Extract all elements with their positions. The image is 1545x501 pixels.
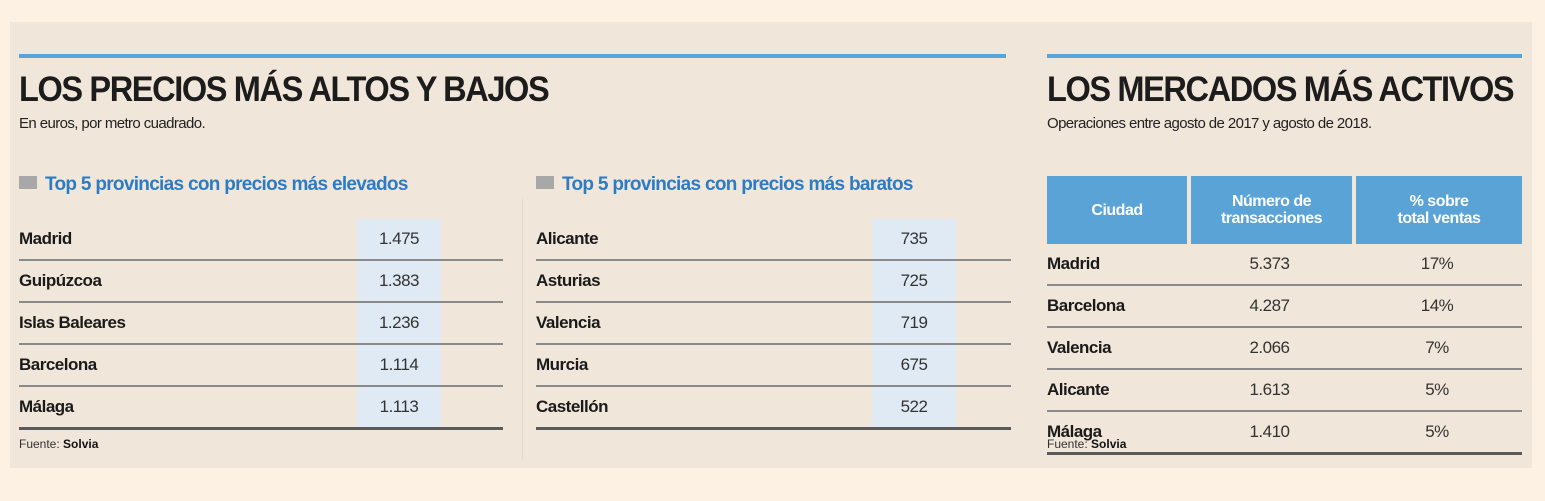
- prices-title: LOS PRECIOS MÁS ALTOS Y BAJOS: [19, 70, 550, 109]
- lowest-prices-header: Top 5 provincias con precios más baratos: [536, 174, 913, 196]
- table-row: Alicante 1.613 5%: [1047, 370, 1522, 412]
- price-value: 1.114: [357, 344, 441, 387]
- markets-section: LOS MERCADOS MÁS ACTIVOS Operaciones ent…: [1047, 54, 1522, 455]
- transactions-value: 5.373: [1187, 244, 1352, 286]
- highest-prices-label: Top 5 provincias con precios más elevado…: [45, 174, 408, 195]
- province-name: Castellón: [536, 386, 872, 430]
- row-spacer: [956, 386, 1011, 430]
- transactions-value: 1.410: [1187, 412, 1352, 455]
- prices-source-label: Fuente:: [19, 437, 60, 451]
- markets-table: Ciudad Número de transacciones % sobre tot…: [1047, 176, 1522, 455]
- price-value: 522: [872, 386, 956, 430]
- price-value: 735: [872, 219, 956, 261]
- table-row: Málaga 1.113: [19, 386, 503, 430]
- share-value: 5%: [1352, 370, 1522, 412]
- table-row: Madrid 1.475: [19, 219, 503, 261]
- city-name: Barcelona: [1047, 286, 1187, 328]
- province-name: Islas Baleares: [19, 302, 357, 345]
- row-spacer: [441, 386, 503, 430]
- prices-source: Fuente: Solvia: [19, 437, 98, 451]
- gray-square-icon: [536, 176, 554, 189]
- price-value: 719: [872, 302, 956, 345]
- row-spacer: [441, 302, 503, 345]
- transactions-value: 1.613: [1187, 370, 1352, 412]
- city-name: Alicante: [1047, 370, 1187, 412]
- table-row: Islas Baleares 1.236: [19, 302, 503, 345]
- gray-square-icon: [19, 176, 37, 189]
- table-row: Castellón 522: [536, 386, 1011, 430]
- province-name: Asturias: [536, 260, 872, 303]
- price-value: 725: [872, 260, 956, 303]
- prices-section: LOS PRECIOS MÁS ALTOS Y BAJOS En euros, …: [19, 54, 1011, 459]
- markets-source-name: Solvia: [1091, 437, 1127, 451]
- highest-prices-header: Top 5 provincias con precios más elevado…: [19, 174, 408, 196]
- prices-source-name: Solvia: [63, 437, 99, 451]
- row-spacer: [441, 344, 503, 387]
- table-row: Madrid 5.373 17%: [1047, 244, 1522, 286]
- province-name: Valencia: [536, 302, 872, 345]
- row-spacer: [441, 260, 503, 303]
- price-value: 1.113: [357, 386, 441, 430]
- price-value: 1.383: [357, 260, 441, 303]
- table-row: Málaga 1.410 5%: [1047, 412, 1522, 455]
- lowest-prices-label: Top 5 provincias con precios más baratos: [562, 174, 913, 195]
- column-divider: [522, 199, 523, 459]
- price-value: 1.236: [357, 302, 441, 345]
- header-line: total ventas: [1397, 210, 1481, 227]
- table-row: Guipúzcoa 1.383: [19, 260, 503, 303]
- row-spacer: [956, 219, 1011, 261]
- city-name: Málaga: [1047, 412, 1187, 455]
- markets-source: Fuente: Solvia: [1047, 437, 1126, 451]
- province-name: Barcelona: [19, 344, 357, 387]
- row-spacer: [956, 344, 1011, 387]
- markets-subtitle: Operaciones entre agosto de 2017 y agost…: [1047, 115, 1372, 132]
- share-value: 17%: [1352, 244, 1522, 286]
- header-line: % sobre: [1409, 193, 1469, 210]
- price-value: 1.475: [357, 219, 441, 261]
- highest-prices-table: Madrid 1.475 Guipúzcoa 1.383 Islas Baleares 1…: [19, 219, 503, 430]
- table-row: Barcelona 4.287 14%: [1047, 286, 1522, 328]
- table-row: Asturias 725: [536, 260, 1011, 303]
- share-value: 5%: [1352, 412, 1522, 455]
- share-value: 14%: [1352, 286, 1522, 328]
- table-row: Valencia 719: [536, 302, 1011, 345]
- table-row: Barcelona 1.114: [19, 344, 503, 387]
- markets-source-label: Fuente:: [1047, 437, 1088, 451]
- row-spacer: [956, 302, 1011, 345]
- city-name: Valencia: [1047, 328, 1187, 370]
- prices-subtitle: En euros, por metro cuadrado.: [19, 115, 206, 132]
- transactions-value: 4.287: [1187, 286, 1352, 328]
- header-line: Número de: [1231, 193, 1312, 210]
- infographic-panel: LOS PRECIOS MÁS ALTOS Y BAJOS En euros, …: [10, 22, 1532, 468]
- column-header-transactions: Número de transacciones: [1187, 176, 1352, 244]
- lowest-prices-table: Alicante 735 Asturias 725 Valencia 719 Murcia 6…: [536, 219, 1011, 430]
- table-row: Alicante 735: [536, 219, 1011, 261]
- share-value: 7%: [1352, 328, 1522, 370]
- table-row: Valencia 2.066 7%: [1047, 328, 1522, 370]
- province-name: Alicante: [536, 219, 872, 261]
- province-name: Madrid: [19, 219, 357, 261]
- city-name: Madrid: [1047, 244, 1187, 286]
- column-header-share: % sobre total ventas: [1352, 176, 1522, 244]
- markets-top-rule: [1047, 54, 1522, 58]
- transactions-value: 2.066: [1187, 328, 1352, 370]
- row-spacer: [441, 219, 503, 261]
- price-value: 675: [872, 344, 956, 387]
- province-name: Murcia: [536, 344, 872, 387]
- prices-top-rule: [19, 54, 1006, 58]
- markets-title: LOS MERCADOS MÁS ACTIVOS: [1047, 70, 1515, 109]
- table-row: Murcia 675: [536, 344, 1011, 387]
- row-spacer: [956, 260, 1011, 303]
- header-line: transacciones: [1220, 210, 1323, 227]
- province-name: Málaga: [19, 386, 357, 430]
- province-name: Guipúzcoa: [19, 260, 357, 303]
- column-header-city: Ciudad: [1047, 176, 1187, 244]
